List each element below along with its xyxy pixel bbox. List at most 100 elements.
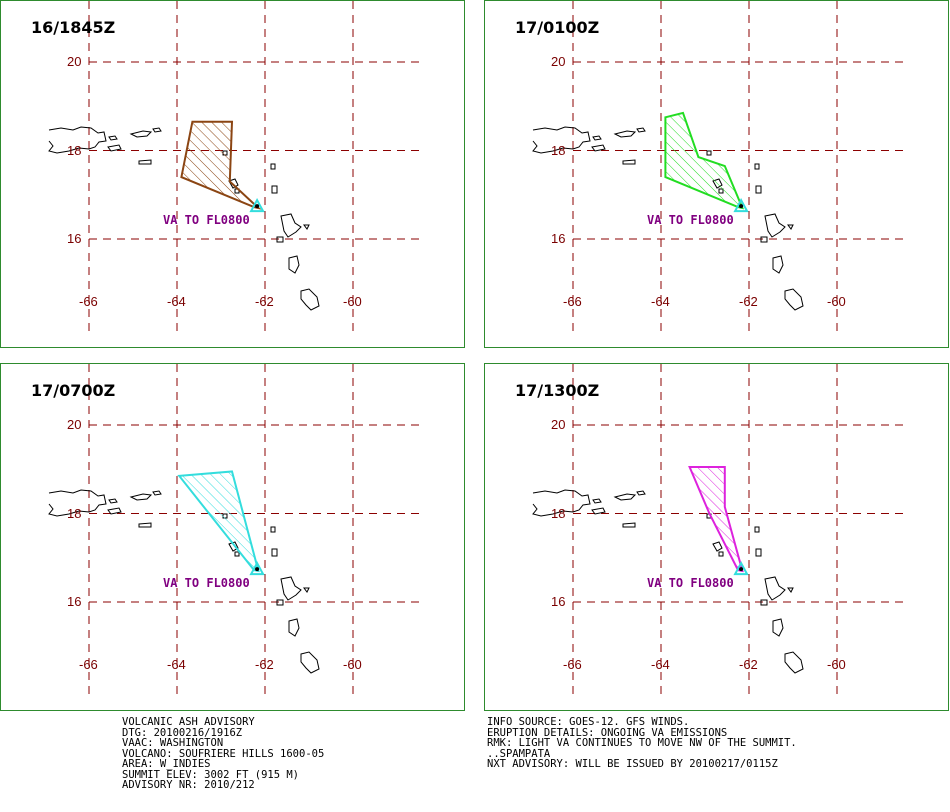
coastline — [276, 599, 284, 606]
lon-label: -64 — [167, 657, 186, 672]
coastline — [591, 144, 606, 152]
coastline — [764, 576, 786, 601]
lon-label: -66 — [79, 657, 98, 672]
coastline — [280, 576, 302, 601]
coastline — [129, 130, 153, 138]
ash-cloud-polygon — [180, 120, 262, 210]
lon-label: -60 — [827, 294, 846, 309]
coastline — [271, 548, 278, 557]
coastline — [300, 651, 320, 674]
coastline — [764, 213, 786, 238]
ash-cloud-polygon — [688, 466, 744, 573]
lon-label: -62 — [739, 657, 758, 672]
lon-label: -60 — [827, 657, 846, 672]
map-panel-3: 17/0700Z 20 18 16 -66 -64 -62 -60 VA TO FL0800 — [0, 363, 465, 711]
coastline — [613, 493, 637, 501]
advisory-left-line: VAAC: WASHINGTON — [122, 737, 224, 749]
lon-label: -60 — [343, 657, 362, 672]
coastline — [107, 144, 122, 152]
advisory-left: VOLCANIC ASH ADVISORY DTG: 20100216/1916Z… — [122, 717, 324, 791]
coastline — [288, 255, 300, 274]
lat-label: 18 — [551, 142, 566, 158]
volcano-marker-icon — [249, 561, 265, 576]
coastline — [276, 236, 284, 243]
coastline — [152, 127, 162, 133]
advisory-right-line: ERUPTION DETAILS: ONGOING VA EMISSIONS — [487, 726, 728, 739]
map-panel-1: 16/1845Z 20 18 16 -66 -64 -62 -60 VA TO FL0800 — [0, 0, 465, 348]
coastline — [532, 489, 591, 517]
lon-label: -64 — [167, 294, 186, 309]
lon-label: -66 — [563, 294, 582, 309]
advisory-left-line: DTG: 20100216/1916Z — [122, 726, 243, 739]
volcano-dot — [255, 204, 260, 209]
va-altitude-label: VA TO FL0800 — [163, 213, 250, 227]
coastline — [754, 526, 760, 533]
lat-label: 16 — [551, 231, 566, 246]
coastline — [48, 489, 107, 517]
lat-label: 18 — [67, 142, 82, 158]
coastline — [138, 159, 152, 165]
coastline — [270, 163, 276, 170]
panel-time-label: 16/1845Z — [31, 18, 116, 37]
coastline — [108, 498, 118, 504]
lat-label: 16 — [67, 594, 82, 609]
lon-label: -64 — [651, 294, 670, 309]
coastline — [152, 490, 162, 496]
coastline — [636, 490, 646, 496]
lat-label: 18 — [551, 505, 566, 521]
coastline — [532, 126, 591, 154]
coastline — [712, 541, 723, 552]
coastline — [636, 127, 646, 133]
coastline — [48, 126, 107, 154]
lat-label: 16 — [551, 594, 566, 609]
advisory-right-line: INFO SOURCE: GOES-12. GFS WINDS. — [487, 716, 690, 728]
coastline — [270, 526, 276, 533]
lon-label: -66 — [563, 657, 582, 672]
lat-label: 20 — [551, 417, 566, 432]
map-canvas — [532, 364, 905, 694]
coastline — [303, 587, 310, 593]
coastline — [280, 213, 302, 238]
ash-cloud-polygon — [177, 470, 260, 573]
coastline — [755, 185, 762, 194]
advisory-left-line: VOLCANIC ASH ADVISORY — [122, 716, 255, 728]
va-altitude-label: VA TO FL0800 — [163, 576, 250, 590]
coastline — [303, 224, 310, 230]
lon-label: -62 — [255, 657, 274, 672]
coastline — [622, 522, 636, 528]
coastline — [706, 150, 712, 156]
volcano-dot — [739, 204, 744, 209]
advisory-left-line: VOLCANO: SOUFRIERE HILLS 1600-05 — [122, 747, 325, 760]
coastline — [271, 185, 278, 194]
lon-label: -62 — [739, 294, 758, 309]
va-altitude-label: VA TO FL0800 — [647, 213, 734, 227]
coastline — [755, 548, 762, 557]
map-panel-4: 17/1300Z 20 18 16 -66 -64 -62 -60 VA TO FL0800 — [484, 363, 949, 711]
panel-time-label: 17/0700Z — [31, 381, 116, 400]
advisory-left-line: SUMMIT ELEV: 3002 FT (915 M) — [122, 768, 300, 781]
lat-label: 20 — [67, 417, 82, 432]
volcano-marker-icon — [733, 561, 749, 576]
coastline — [622, 159, 636, 165]
lat-label: 18 — [67, 505, 82, 521]
lon-label: -64 — [651, 657, 670, 672]
coastline — [784, 651, 804, 674]
lat-label: 20 — [551, 54, 566, 69]
coastline — [772, 255, 784, 274]
advisory-right: INFO SOURCE: GOES-12. GFS WINDS. ERUPTION… — [487, 717, 797, 770]
map-canvas — [48, 364, 421, 694]
lon-label: -60 — [343, 294, 362, 309]
coastline — [787, 587, 794, 593]
coastline — [107, 507, 122, 515]
advisory-right-line: NXT ADVISORY: WILL BE ISSUED BY 20100217… — [487, 758, 778, 770]
volcano-dot — [255, 567, 260, 572]
advisory-right-line: RMK: LIGHT VA CONTINUES TO MOVE NW OF TH… — [487, 737, 797, 749]
volcano-marker-icon — [249, 198, 265, 213]
lon-label: -66 — [79, 294, 98, 309]
ash-cloud-polygon — [664, 111, 745, 210]
coastline — [592, 498, 602, 504]
volcano-dot — [739, 567, 744, 572]
coastline — [760, 236, 768, 243]
lon-label: -62 — [255, 294, 274, 309]
advisory-right-line: ..SPAMPATA — [487, 747, 551, 760]
